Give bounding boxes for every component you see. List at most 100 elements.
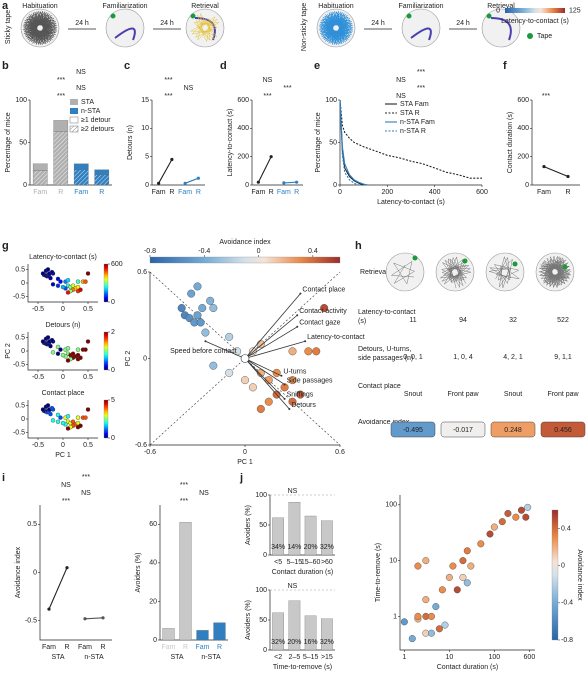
loading-head xyxy=(283,397,286,400)
stat-annotation: *** xyxy=(57,77,65,84)
panel-label: c xyxy=(124,60,130,72)
table-cell: Front paw xyxy=(547,391,579,398)
legend-swatch xyxy=(70,99,78,105)
point xyxy=(414,612,422,620)
point xyxy=(288,347,297,356)
point xyxy=(459,557,467,565)
stage-label: Familiarization xyxy=(398,3,443,10)
y-tick-label: 20 xyxy=(149,598,157,605)
point xyxy=(55,351,61,356)
x-tick-label: Fam xyxy=(196,644,210,651)
point xyxy=(225,332,234,341)
bar-share-label: 14% xyxy=(287,544,301,551)
y-tick-label: 100 xyxy=(15,97,27,104)
line xyxy=(339,99,369,186)
mean-marker xyxy=(269,155,273,159)
colorbar-tick-label: 5 xyxy=(111,397,115,404)
bar xyxy=(94,169,110,175)
axis-line xyxy=(27,264,98,303)
point xyxy=(58,415,63,420)
y-tick-label: -0.6 xyxy=(135,442,147,449)
stat-annotation: *** xyxy=(164,77,172,84)
tape xyxy=(562,264,568,270)
loading-head xyxy=(296,314,299,317)
y-tick-label: 0.5 xyxy=(15,402,25,409)
point xyxy=(58,279,63,284)
colorbar-tick-label: 0.4 xyxy=(308,248,318,255)
bar xyxy=(213,622,226,641)
colorbar-tick-label: 0 xyxy=(111,435,115,442)
bar xyxy=(272,517,284,556)
loading-head xyxy=(288,407,291,410)
point xyxy=(320,304,329,313)
point xyxy=(498,518,506,526)
group-label: n-STA xyxy=(84,654,104,661)
colorbar-tick: 0 xyxy=(496,7,500,14)
bar xyxy=(73,169,89,186)
loading-head xyxy=(304,340,307,343)
mean-marker xyxy=(566,174,570,179)
x-tick-label: Fam xyxy=(162,644,176,651)
colorbar-tick-label: 0.4 xyxy=(561,525,571,532)
row-header: Retrieval xyxy=(360,269,388,276)
x-tick-label: Fam xyxy=(251,189,265,196)
colorbar-tick-label: 0 xyxy=(111,367,115,374)
y-tick-label: 50 xyxy=(259,522,267,529)
point xyxy=(65,414,71,419)
mean-marker xyxy=(542,164,546,169)
table-cell: 4, 2, 1 xyxy=(503,354,523,361)
y-tick-label: 60 xyxy=(149,521,157,528)
y-tick-label: 0.5 xyxy=(15,266,25,273)
loading-label: Contact activity xyxy=(299,308,347,315)
point xyxy=(55,344,61,350)
point xyxy=(83,279,88,284)
table-cell: 0.456 xyxy=(554,427,572,434)
x-tick-label: R xyxy=(183,644,188,651)
y-tick-label: 100 xyxy=(255,492,267,499)
loading-arrow xyxy=(244,340,306,359)
y-axis-label: PC 2 xyxy=(5,343,12,359)
point xyxy=(209,361,218,370)
y-tick-label: 0 xyxy=(525,182,529,189)
point xyxy=(85,407,91,412)
legend-label: ≥1 detour xyxy=(81,117,111,124)
bar-share-label: 34% xyxy=(271,544,285,551)
table-cell: -0.495 xyxy=(403,427,423,434)
point xyxy=(60,352,66,358)
loading-head xyxy=(296,325,299,328)
mean-marker xyxy=(65,566,69,570)
point xyxy=(504,509,512,517)
x-tick-label: 200 xyxy=(381,189,393,196)
point xyxy=(55,276,61,282)
legend-swatch xyxy=(69,116,79,124)
y-tick-label: 200 xyxy=(517,154,529,161)
point xyxy=(422,596,430,604)
tape xyxy=(406,13,412,19)
point xyxy=(75,279,81,284)
bar xyxy=(94,174,110,186)
y-tick-label: 40 xyxy=(149,560,157,567)
x-tick-label: Fam xyxy=(42,644,56,651)
point xyxy=(206,296,215,305)
row-title: Sticky tape xyxy=(5,10,12,44)
y-tick-label: 10 xyxy=(141,125,149,132)
loading-label: Side passages xyxy=(287,377,333,384)
avoidance-box xyxy=(390,421,436,438)
x-tick-label: -0.5 xyxy=(32,442,44,449)
x-tick-label: Fam xyxy=(74,189,88,196)
loading-label: Sniffings xyxy=(287,392,314,399)
x-tick-label: -0.5 xyxy=(32,374,44,381)
stat-annotation: *** xyxy=(263,93,271,100)
x-axis-label: Time-to-remove (s) xyxy=(273,664,332,671)
x-tick-label: 0.6 xyxy=(335,449,345,456)
y-tick-label: 50 xyxy=(329,139,337,146)
point xyxy=(50,350,56,355)
point xyxy=(75,415,81,420)
stat-annotation: NS xyxy=(61,482,71,489)
x-tick-label: 15–60 xyxy=(301,559,321,566)
y-tick-label: 0.5 xyxy=(15,334,25,341)
y-tick-label: 0 xyxy=(153,637,157,644)
line xyxy=(283,181,297,184)
tape xyxy=(190,13,196,19)
x-tick-label: R xyxy=(565,189,570,196)
